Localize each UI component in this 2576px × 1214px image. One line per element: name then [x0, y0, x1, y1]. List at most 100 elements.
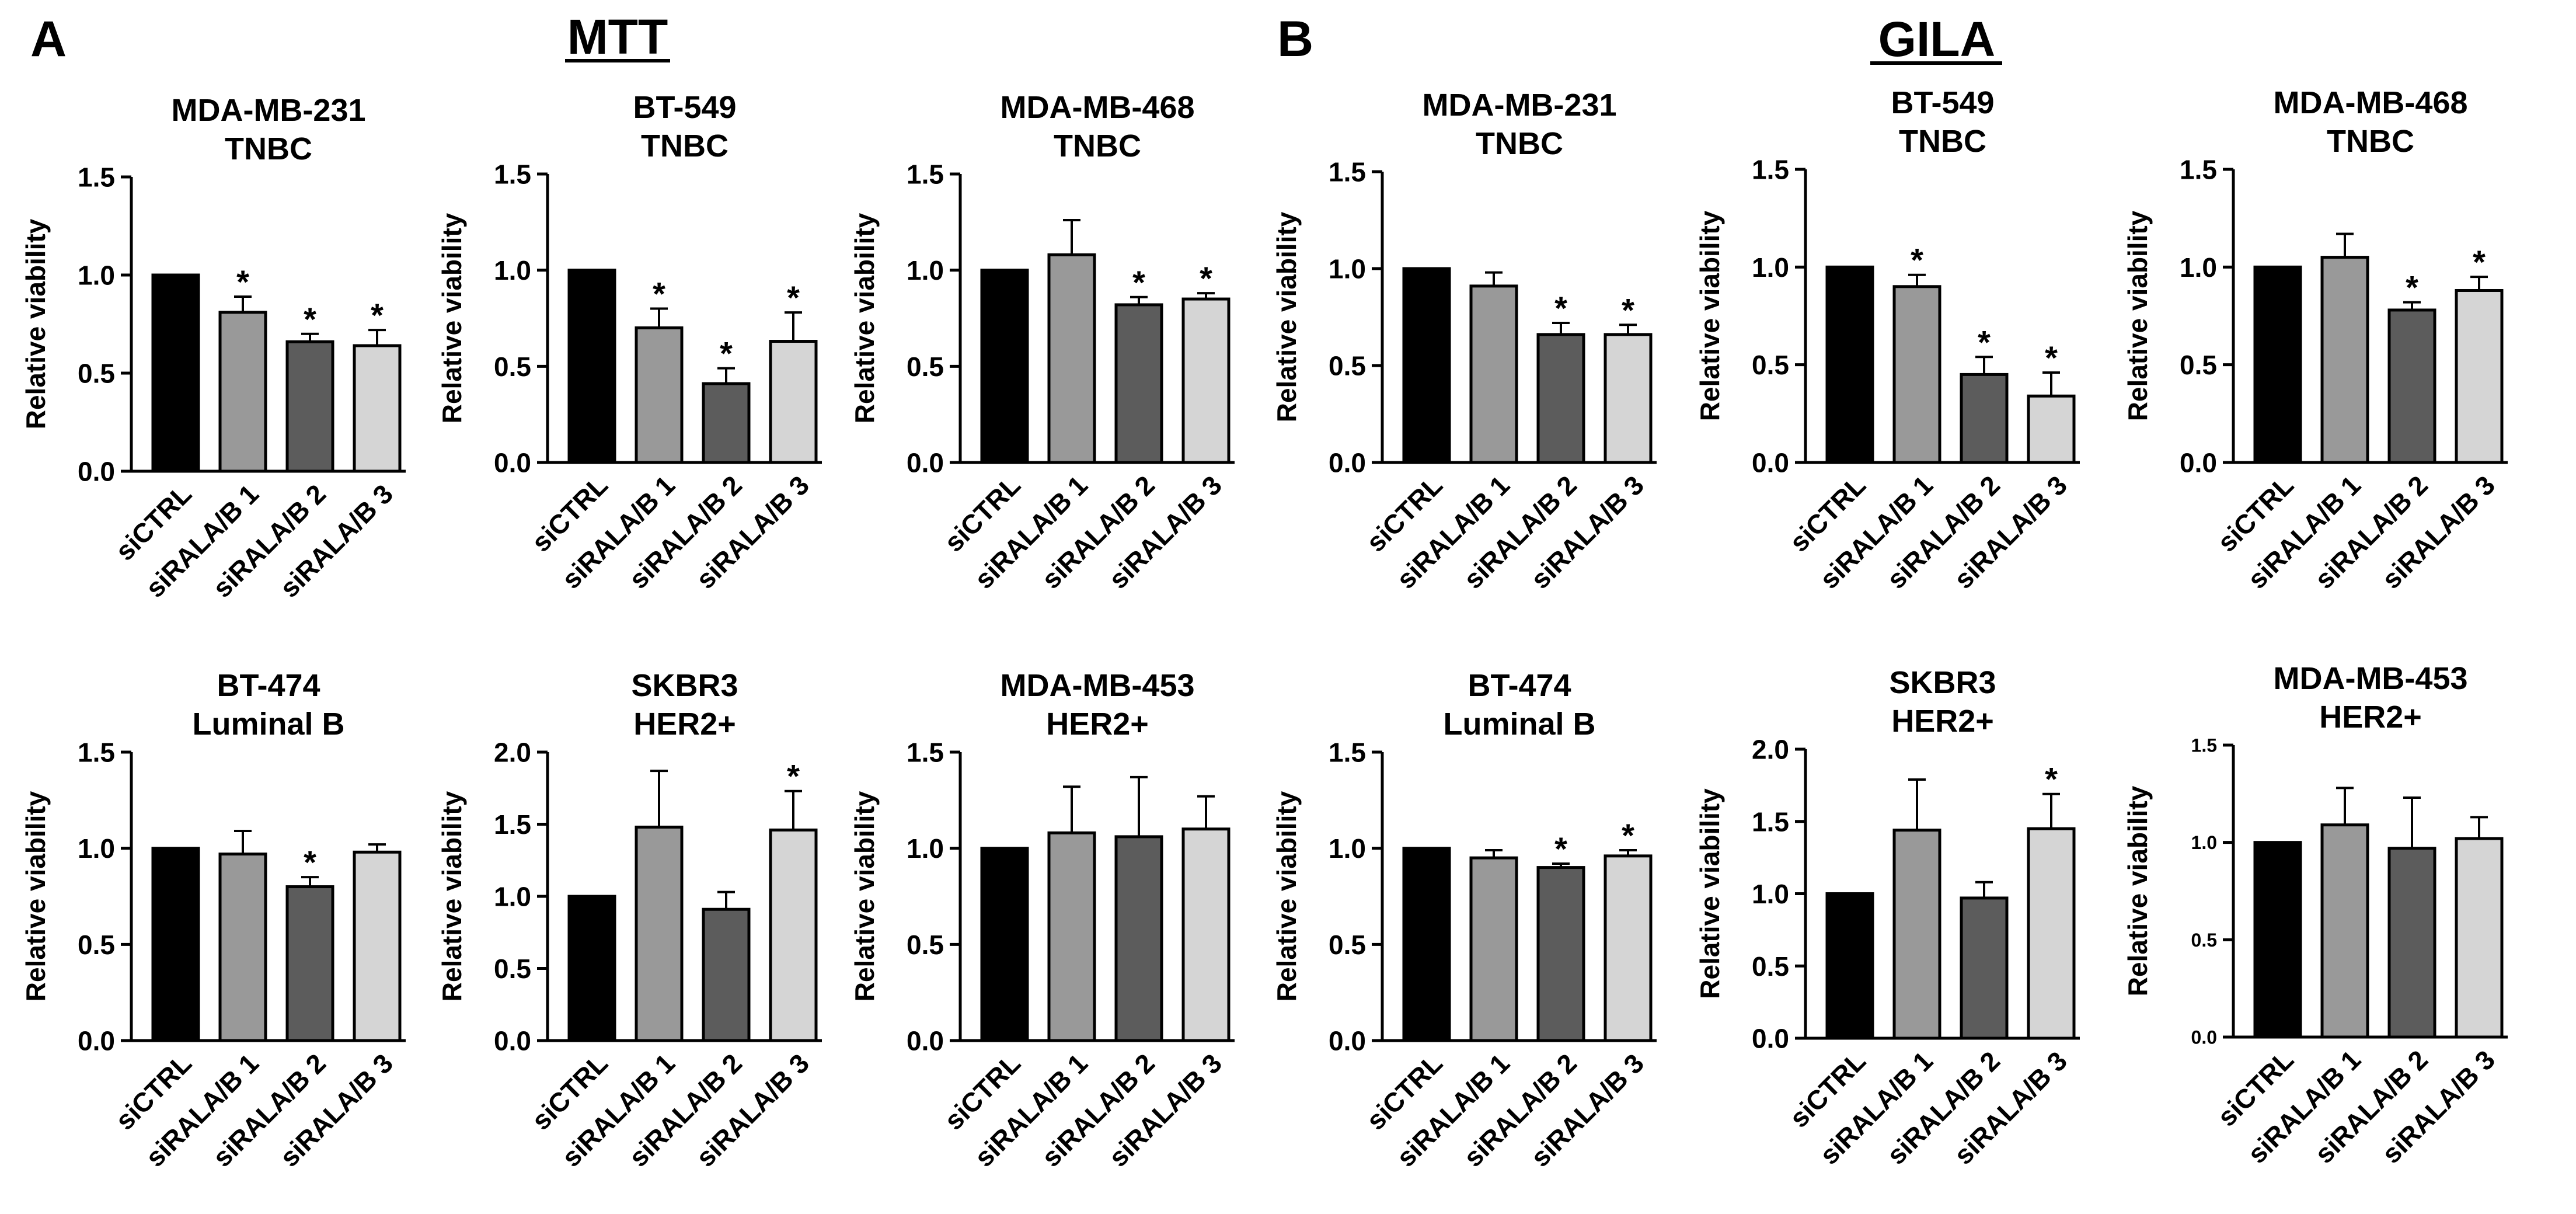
bar	[2027, 394, 2076, 464]
y-tick-label: 0.0	[2191, 1027, 2217, 1048]
y-tick-label: 0.5	[2191, 930, 2217, 951]
bar	[2253, 265, 2302, 464]
y-tick-label: 1.0	[2191, 832, 2217, 853]
significance-star: *	[304, 301, 316, 338]
bar	[2387, 308, 2436, 464]
significance-star: *	[1911, 242, 1923, 279]
bar	[1047, 253, 1096, 464]
y-axis-label: Relative viability	[1271, 211, 1302, 422]
y-tick-label: 0.0	[907, 448, 944, 478]
bar	[2455, 837, 2504, 1039]
bar	[1469, 856, 1518, 1042]
significance-star: *	[2045, 339, 2058, 376]
panel-a-heading: MTT	[567, 9, 668, 64]
significance-star: *	[1132, 264, 1145, 301]
y-tick-label: 0.5	[1752, 350, 1789, 380]
chart-title-line: TNBC	[1054, 128, 1141, 164]
y-tick-label: 0.0	[1752, 448, 1789, 478]
bar	[1604, 854, 1653, 1042]
y-tick-label: 1.5	[2191, 735, 2217, 756]
significance-star: *	[371, 297, 384, 333]
y-tick-label: 1.5	[1329, 738, 1366, 768]
significance-star: *	[1978, 323, 1991, 360]
bar	[1047, 831, 1096, 1042]
chart-title-line: BT-549	[633, 90, 736, 125]
y-tick-label: 1.0	[907, 255, 944, 286]
chart-title-line: MDA-MB-231	[1422, 88, 1616, 123]
bar	[769, 340, 818, 464]
chart-title-line: MDA-MB-468	[1000, 90, 1194, 125]
bar	[2455, 288, 2504, 464]
chart-title-line: MDA-MB-231	[171, 93, 365, 128]
bar	[1536, 866, 1585, 1042]
y-tick-label: 1.5	[1752, 806, 1789, 837]
y-tick-label: 1.0	[1752, 879, 1789, 909]
y-axis-label: Relative viability	[1695, 788, 1725, 999]
significance-star: *	[1200, 260, 1212, 297]
y-axis-label: Relative viability	[2122, 210, 2153, 421]
y-tick-label: 0.0	[494, 448, 531, 478]
y-tick-label: 1.5	[494, 159, 531, 190]
y-tick-label: 1.5	[907, 159, 944, 190]
significance-star: *	[1622, 291, 1634, 328]
chart-title-line: SKBR3	[631, 668, 738, 703]
chart-title-line: Luminal B	[192, 707, 344, 742]
bar	[567, 895, 616, 1042]
y-axis-label: Relative viability	[2122, 785, 2153, 996]
bar	[635, 825, 684, 1042]
y-tick-label: 0.0	[907, 1026, 944, 1056]
y-tick-label: 0.5	[78, 359, 115, 389]
y-tick-label: 1.5	[1329, 157, 1366, 187]
y-tick-label: 1.0	[78, 833, 115, 864]
significance-star: *	[787, 758, 800, 795]
y-tick-label: 1.5	[1752, 155, 1789, 185]
y-axis-label: Relative viability	[20, 218, 51, 429]
y-tick-label: 1.5	[907, 738, 944, 768]
significance-star: *	[2406, 269, 2418, 306]
chart-title-line: SKBR3	[1889, 665, 1996, 700]
bar	[2253, 841, 2302, 1039]
bar	[702, 907, 751, 1042]
bar	[151, 847, 200, 1042]
panel-b-letter: B	[1277, 11, 1313, 67]
bar	[218, 311, 267, 473]
significance-star: *	[1622, 817, 1634, 854]
chart-title-line: HER2+	[1046, 707, 1149, 742]
significance-star: *	[236, 263, 249, 300]
y-tick-label: 0.5	[1752, 951, 1789, 982]
y-axis-label: Relative viability	[1271, 791, 1302, 1001]
y-tick-label: 0.5	[2180, 350, 2217, 380]
significance-star: *	[2045, 761, 2058, 798]
bar	[1181, 297, 1231, 464]
bar	[2320, 256, 2369, 464]
y-tick-label: 0.5	[1329, 351, 1366, 381]
significance-star: *	[720, 335, 733, 372]
y-tick-label: 1.0	[494, 882, 531, 912]
bar	[353, 344, 402, 473]
bar	[1114, 303, 1163, 464]
chart-title-line: TNBC	[2327, 124, 2414, 159]
y-tick-label: 0.0	[78, 457, 115, 487]
chart-title-line: TNBC	[1899, 124, 1986, 159]
bar	[769, 828, 818, 1042]
chart-title-line: TNBC	[641, 128, 728, 164]
bar	[1536, 333, 1585, 464]
bar	[1892, 285, 1941, 464]
significance-star: *	[787, 279, 800, 316]
chart-title-line: BT-549	[1891, 85, 1994, 120]
bar	[2027, 827, 2076, 1040]
bar	[980, 269, 1029, 464]
bar	[1604, 333, 1653, 464]
bar	[1825, 265, 1874, 464]
bar	[635, 326, 684, 464]
bar	[1960, 373, 2009, 464]
chart-title-line: Luminal B	[1443, 707, 1595, 742]
bar	[1960, 896, 2009, 1040]
bar	[151, 273, 200, 473]
y-tick-label: 1.0	[78, 260, 115, 291]
bar	[1114, 835, 1163, 1042]
y-tick-label: 0.0	[1329, 1026, 1366, 1056]
bar	[1402, 267, 1451, 464]
chart-title-line: BT-474	[217, 668, 320, 703]
